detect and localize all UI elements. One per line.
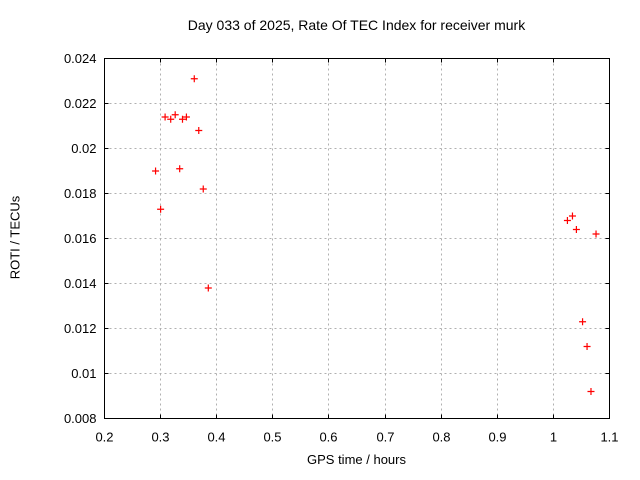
- data-point-marker: [178, 115, 186, 123]
- x-tick-label: 0.3: [151, 430, 169, 445]
- y-axis-label: ROTI / TECUs: [7, 195, 23, 280]
- y-tick-label: 0.024: [64, 51, 97, 66]
- y-tick-label: 0.018: [64, 186, 97, 201]
- data-point-marker: [161, 113, 169, 121]
- data-point-marker: [152, 167, 160, 175]
- x-tick-label: 1: [550, 430, 557, 445]
- data-point-marker: [157, 205, 165, 213]
- data-point-marker: [171, 111, 179, 119]
- data-point-marker: [204, 284, 212, 292]
- x-tick-label: 0.4: [207, 430, 225, 445]
- data-point-marker: [176, 165, 184, 173]
- y-tick-label: 0.008: [64, 411, 97, 426]
- x-tick-label: 0.9: [488, 430, 506, 445]
- data-point-marker: [587, 388, 595, 395]
- data-point-marker: [568, 212, 576, 220]
- data-point-marker: [583, 343, 591, 350]
- chart-title: Day 033 of 2025, Rate Of TEC Index for r…: [187, 17, 526, 33]
- y-tick-label: 0.02: [71, 141, 96, 156]
- data-point-marker: [199, 185, 207, 193]
- x-tick-label: 1.1: [600, 430, 618, 445]
- y-tick-label: 0.022: [64, 96, 97, 111]
- x-tick-label: 0.7: [376, 430, 394, 445]
- data-point-marker: [195, 127, 203, 134]
- y-tick-label: 0.014: [64, 276, 97, 291]
- x-tick-label: 0.6: [319, 430, 337, 445]
- x-tick-label: 0.8: [432, 430, 450, 445]
- x-tick-label: 0.5: [263, 430, 281, 445]
- y-tick-label: 0.012: [64, 321, 97, 336]
- x-axis-label: GPS time / hours: [307, 452, 406, 467]
- data-point-marker: [572, 226, 580, 233]
- data-point-marker: [167, 115, 175, 123]
- data-point-marker: [190, 75, 198, 83]
- plot-area: 0.2 0.3 0.4 0.5 0.6 0.7 0.8 0.9 1 1.1 0.008 0.01 0.0…: [64, 51, 619, 445]
- data-point-marker: [592, 230, 600, 238]
- data-point-marker: [563, 217, 571, 224]
- data-point-marker: [579, 318, 587, 326]
- y-tick-label: 0.016: [64, 231, 97, 246]
- y-tick-label: 0.01: [71, 366, 96, 381]
- x-tick-label: 0.2: [95, 430, 113, 445]
- data-point-marker: [182, 113, 190, 121]
